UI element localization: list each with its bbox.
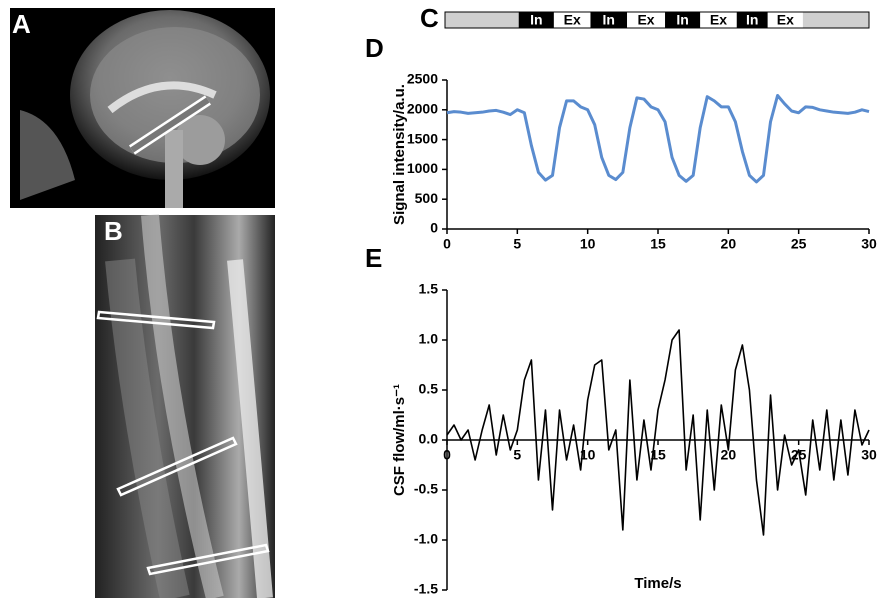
breathing-phase (665, 12, 701, 28)
panel-label: E (365, 243, 382, 273)
y-tick-label: -1.0 (414, 531, 438, 547)
phase-label: In (676, 12, 688, 28)
x-tick-label: 5 (513, 236, 521, 252)
y-tick-label: 0.0 (419, 431, 439, 447)
y-tick-label: 1000 (407, 160, 438, 176)
data-line (446, 94, 870, 184)
phase-label: Ex (564, 12, 581, 28)
y-tick-label: 1500 (407, 130, 438, 146)
phase-label: In (530, 12, 542, 28)
x-tick-label: 20 (721, 236, 737, 252)
breathing-phase (627, 12, 666, 28)
x-tick-label: 15 (650, 236, 666, 252)
x-tick-label: 15 (650, 447, 666, 463)
y-tick-label: 1.5 (419, 281, 439, 297)
x-tick-label: 10 (580, 236, 596, 252)
panel-label: B (104, 216, 123, 246)
x-tick-label: 0 (443, 236, 451, 252)
x-tick-label: 25 (791, 236, 807, 252)
x-tick-label: 5 (513, 447, 521, 463)
phase-label: Ex (637, 12, 654, 28)
x-axis-label: Time/s (634, 575, 681, 592)
y-axis-label: CSF flow/ml·s⁻¹ (391, 384, 408, 496)
y-tick-label: 1.0 (419, 331, 439, 347)
phase-label: In (746, 12, 758, 28)
y-tick-label: 0 (430, 220, 438, 236)
mri-sagittal-head (10, 8, 275, 208)
breathing-phase (590, 12, 628, 28)
y-tick-label: 2500 (407, 71, 438, 87)
x-tick-label: 0 (443, 447, 451, 463)
breathing-phase (553, 12, 591, 28)
mri-sagittal-spine (95, 214, 275, 598)
y-tick-label: -1.5 (414, 581, 438, 597)
phase-label: In (603, 12, 615, 28)
data-line (446, 329, 870, 536)
x-tick-label: 30 (861, 236, 877, 252)
phase-label: Ex (710, 12, 727, 28)
y-tick-label: 2000 (407, 101, 438, 117)
x-tick-label: 30 (861, 447, 877, 463)
phase-label: Ex (777, 12, 794, 28)
panel-label: C (420, 3, 439, 33)
breathing-phase (767, 12, 803, 28)
y-tick-label: 0.5 (419, 381, 439, 397)
breathing-phase (736, 12, 768, 28)
panel-label: A (12, 9, 31, 39)
y-axis-label: Signal intensity/a.u. (391, 84, 408, 225)
y-tick-label: -0.5 (414, 481, 438, 497)
x-tick-label: 10 (580, 447, 596, 463)
breathing-phase (518, 12, 554, 28)
x-tick-label: 20 (721, 447, 737, 463)
breathing-phase (700, 12, 737, 28)
breathing-segments: In Ex In Ex In Ex In Ex (518, 12, 803, 28)
y-tick-label: 500 (415, 190, 439, 206)
panel-label: D (365, 33, 384, 63)
